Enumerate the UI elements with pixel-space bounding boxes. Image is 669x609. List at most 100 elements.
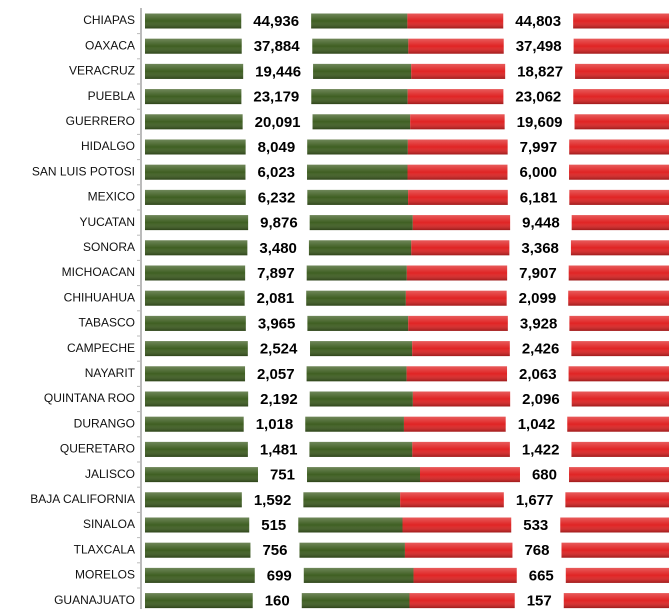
value-label: 6,023 — [257, 164, 295, 181]
value-label: 515 — [261, 517, 286, 534]
value-label: 157 — [527, 593, 552, 609]
category-label: QUINTANA ROO — [44, 391, 135, 405]
value-label-box — [507, 364, 569, 384]
value-label-box — [250, 541, 300, 561]
value-label: 23,062 — [515, 89, 561, 106]
value-label-group: 699 — [254, 566, 304, 586]
value-label: 23,179 — [253, 89, 299, 106]
value-label-group: 8,049 — [245, 138, 308, 157]
value-label-group: 533 — [511, 516, 561, 535]
value-label: 18,827 — [517, 63, 563, 80]
value-label-box — [506, 289, 569, 309]
value-label-box — [507, 264, 569, 283]
value-label-box — [245, 188, 308, 208]
value-label-group: 3,368 — [509, 238, 571, 258]
value-label-group: 1,018 — [243, 415, 306, 435]
value-label-group: 2,057 — [245, 364, 307, 384]
value-label-group: 2,524 — [247, 339, 311, 359]
category-label: VERACRUZ — [69, 64, 135, 78]
value-label-group: 515 — [249, 516, 299, 535]
value-label-group: 2,426 — [509, 339, 572, 359]
value-label-box — [241, 87, 312, 107]
value-label-group: 1,677 — [503, 490, 566, 510]
value-label: 1,018 — [256, 416, 294, 433]
value-label-group: 768 — [512, 541, 562, 561]
value-label-group: 2,081 — [244, 289, 307, 309]
value-label-box — [505, 62, 576, 82]
value-label: 44,803 — [515, 13, 561, 30]
value-label-box — [503, 12, 574, 31]
category-label: DURANGO — [74, 416, 135, 430]
value-label-box — [503, 490, 566, 510]
value-label-box — [241, 12, 312, 31]
value-label: 2,426 — [522, 341, 560, 358]
value-label-box — [509, 339, 572, 359]
value-label-box — [245, 364, 307, 384]
value-label-group: 7,907 — [507, 264, 569, 283]
category-label: MORELOS — [75, 568, 135, 582]
value-label-group: 19,446 — [243, 62, 314, 82]
value-label-box — [510, 213, 572, 233]
value-label: 7,997 — [520, 139, 558, 156]
value-label-group: 3,480 — [247, 238, 309, 258]
value-label: 3,480 — [259, 240, 297, 257]
value-label: 6,181 — [520, 189, 558, 206]
category-label: GUERRERO — [66, 114, 135, 128]
value-label-group: 157 — [514, 591, 564, 609]
value-label-box — [507, 163, 570, 183]
value-label: 19,609 — [517, 114, 563, 131]
value-label-box — [511, 516, 561, 535]
value-label-box — [249, 516, 299, 535]
value-label-group: 1,042 — [505, 415, 568, 435]
value-label-box — [507, 138, 570, 157]
value-label-box — [254, 566, 304, 586]
value-label: 3,368 — [521, 240, 559, 257]
value-label-box — [241, 37, 313, 57]
value-label: 1,422 — [522, 441, 560, 458]
value-label-group: 18,827 — [505, 62, 576, 82]
value-label: 19,446 — [255, 63, 301, 80]
value-label-group: 3,965 — [245, 314, 308, 334]
value-label-box — [257, 465, 308, 485]
value-label: 751 — [270, 467, 295, 484]
value-label-group: 37,884 — [241, 37, 313, 57]
value-label: 533 — [523, 517, 548, 534]
category-label: MICHOACAN — [62, 265, 135, 279]
category-label: CHIAPAS — [83, 13, 135, 27]
value-label-group: 1,481 — [247, 440, 310, 460]
value-label: 1,592 — [254, 492, 292, 509]
value-label-group: 23,062 — [503, 87, 574, 107]
value-label: 2,063 — [519, 366, 557, 383]
value-label: 2,524 — [260, 341, 298, 358]
value-label-box — [510, 390, 572, 409]
value-label: 699 — [267, 567, 292, 584]
category-label: SINALOA — [83, 517, 135, 531]
value-label-box — [245, 163, 308, 183]
value-label-box — [252, 591, 302, 609]
value-label-box — [509, 238, 571, 258]
value-label: 1,481 — [260, 441, 298, 458]
value-label-group: 3,928 — [507, 314, 570, 334]
category-label: BAJA CALIFORNIA — [30, 492, 135, 506]
category-label: YUCATAN — [79, 215, 135, 229]
value-label-group: 1,422 — [509, 440, 572, 460]
value-label-group: 19,609 — [504, 112, 575, 132]
value-label-box — [242, 112, 313, 132]
value-label-box — [243, 62, 314, 82]
value-label-box — [245, 314, 308, 334]
value-label: 160 — [265, 593, 290, 609]
value-label-box — [245, 264, 307, 283]
value-label: 2,081 — [257, 290, 295, 307]
value-label-group: 7,897 — [245, 264, 307, 283]
value-label: 665 — [529, 567, 554, 584]
value-label-box — [507, 188, 570, 208]
category-label: OAXACA — [85, 38, 135, 52]
value-label-box — [503, 87, 574, 107]
value-label-box — [247, 440, 310, 460]
value-label-group: 44,936 — [241, 12, 312, 31]
category-label: SONORA — [83, 240, 135, 254]
category-label: CAMPECHE — [67, 341, 135, 355]
value-label: 1,677 — [516, 492, 554, 509]
value-label-group: 665 — [516, 566, 566, 586]
